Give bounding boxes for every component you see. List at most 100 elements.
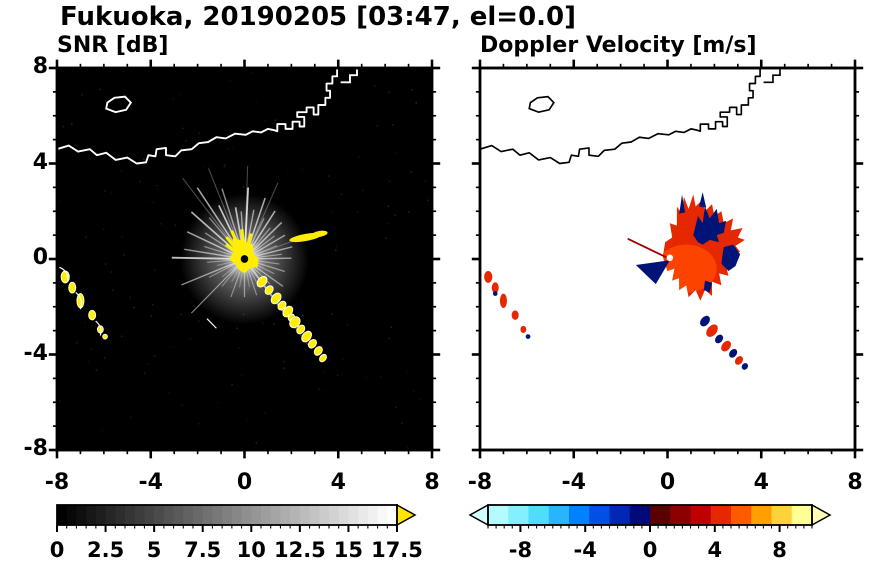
noise-dot xyxy=(300,301,303,304)
noise-dot xyxy=(123,70,126,73)
echo-dash xyxy=(311,230,328,238)
colorbar-segment xyxy=(751,505,773,525)
colorbar-segment xyxy=(508,505,530,525)
island-echo xyxy=(700,315,710,327)
noise-dot xyxy=(145,199,148,202)
colorbar-tick-label: 17.5 xyxy=(371,538,423,562)
noise-dot xyxy=(104,263,107,266)
colorbar-step xyxy=(348,505,359,525)
noise-dot xyxy=(185,139,187,142)
colorbar-tick-label: 8 xyxy=(772,538,787,562)
colorbar-tick-label: 0 xyxy=(643,538,658,562)
noise-dot xyxy=(129,296,132,299)
noise-dot xyxy=(406,447,409,449)
colorbar-step xyxy=(280,505,291,525)
coastal-echo xyxy=(76,293,85,309)
colorbar-tick-label: 2.5 xyxy=(87,538,124,562)
colorbar-tick-label: -8 xyxy=(509,538,532,562)
noise-dot xyxy=(87,359,90,362)
negative-velocity-patch xyxy=(703,280,713,293)
colorbar-step xyxy=(387,505,398,525)
colorbar-step xyxy=(57,505,68,525)
noise-dot xyxy=(121,235,124,238)
noise-dot xyxy=(412,389,415,392)
noise-dot xyxy=(90,348,93,351)
noise-dot xyxy=(120,170,123,172)
coastal-echo xyxy=(499,293,507,308)
noise-dot xyxy=(334,249,337,252)
noise-dot xyxy=(229,79,232,82)
noise-dot xyxy=(231,383,234,386)
noise-dot xyxy=(179,93,182,96)
coast-arc xyxy=(95,320,102,336)
noise-dot xyxy=(394,214,397,217)
island-outline xyxy=(105,95,133,114)
noise-dot xyxy=(150,315,153,318)
x-tick-label: 8 xyxy=(847,470,863,495)
coastal-echo xyxy=(102,333,108,340)
noise-dot xyxy=(85,236,87,239)
noise-dot xyxy=(58,400,61,403)
coastal-echo xyxy=(484,270,493,283)
noise-dot xyxy=(330,312,333,315)
noise-dot xyxy=(238,346,241,349)
colorbar-segment xyxy=(569,505,590,525)
noise-dot xyxy=(80,93,83,96)
noise-dot xyxy=(209,165,212,168)
thin-echo-ray xyxy=(627,237,671,260)
noise-dot xyxy=(298,109,301,112)
island-echo xyxy=(301,330,312,343)
colorbar-segment xyxy=(629,505,651,525)
island-echo xyxy=(706,324,718,337)
colorbar-step xyxy=(173,505,184,525)
noise-dot xyxy=(317,388,320,391)
noise-dot xyxy=(335,245,338,247)
snr-ppi-plot xyxy=(48,59,441,459)
negative-velocity-patch xyxy=(693,206,727,245)
noise-dot xyxy=(286,172,289,175)
noise-dot xyxy=(240,374,243,377)
colorbar-step xyxy=(290,505,301,525)
colorbar-step xyxy=(319,505,330,525)
island-echo xyxy=(307,338,317,349)
colorbar-step xyxy=(95,505,107,525)
noise-dot xyxy=(216,401,219,404)
noise-dot xyxy=(156,184,159,187)
radar-center-dot xyxy=(240,255,249,263)
noise-dot xyxy=(167,391,170,394)
colorbar-step xyxy=(270,505,282,525)
noise-dot xyxy=(410,170,413,173)
negative-velocity-wedge xyxy=(635,260,670,285)
colorbar-step xyxy=(66,505,78,525)
noise-dot xyxy=(203,165,205,168)
noise-dot xyxy=(151,303,154,306)
noise-dot xyxy=(390,326,393,329)
noise-dot xyxy=(278,124,281,127)
colorbar-border xyxy=(56,504,398,526)
noise-dot xyxy=(264,120,267,123)
island-echo xyxy=(729,348,738,358)
coast-detail xyxy=(763,69,781,84)
noise-dot xyxy=(419,397,422,400)
colorbar-tick-label: 7.5 xyxy=(184,538,221,562)
noise-dot xyxy=(263,411,266,414)
negative-velocity-patch xyxy=(721,244,741,271)
noise-dot xyxy=(340,193,343,196)
colorbar-step xyxy=(377,505,388,525)
island-echo xyxy=(264,285,274,295)
noise-dot xyxy=(62,125,65,128)
coastal-echo xyxy=(88,309,97,321)
noise-dot xyxy=(386,222,389,225)
noise-dot xyxy=(197,422,200,425)
noise-dot xyxy=(224,163,226,166)
coastline xyxy=(480,68,761,165)
island-outline xyxy=(528,95,555,114)
noise-dot xyxy=(392,123,394,126)
noise-dot xyxy=(302,314,304,317)
noise-dot xyxy=(231,146,234,148)
coastal-echo xyxy=(525,334,531,339)
snr-colorbar: 0 2.5 5 7.5 10 12.5 15 17.5 xyxy=(50,503,423,562)
colorbar-step xyxy=(222,505,233,525)
noise-dot xyxy=(73,305,76,307)
island-echo xyxy=(289,316,301,329)
